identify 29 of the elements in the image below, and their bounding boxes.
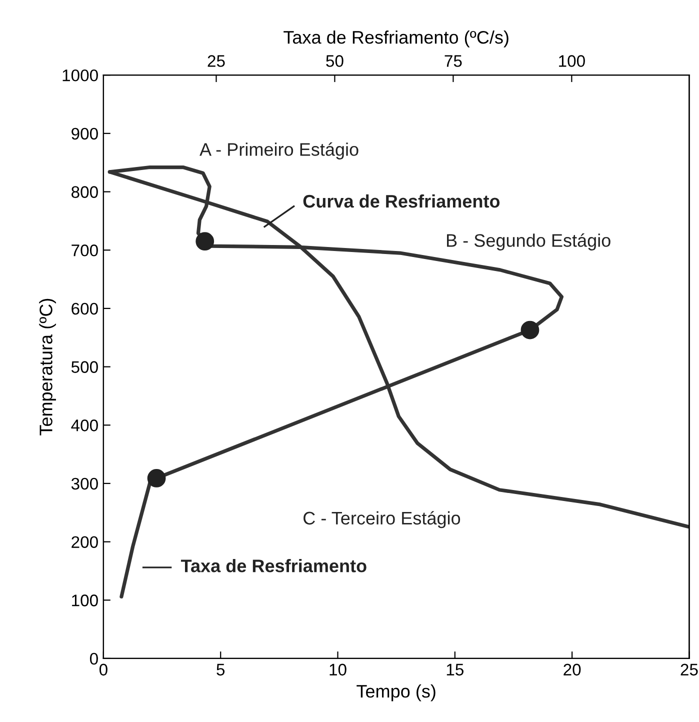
y-tick-label: 800 (72, 186, 98, 198)
y-tick-label: 300 (71, 478, 98, 490)
x2-tick-label: 25 (208, 55, 225, 67)
annotation: B - Segundo Estágio (447, 233, 610, 250)
x-tick-label: 10 (330, 664, 346, 676)
x-tick-label: 0 (99, 664, 108, 676)
x2-tick-label: 50 (326, 55, 344, 67)
y-tick-label: 200 (72, 536, 98, 548)
annotation: Curva de Resfriamento (303, 194, 500, 208)
x-tick-label: 5 (216, 664, 225, 676)
x-axis-title: Tempo (s) (356, 684, 436, 702)
y-tick-label: 900 (72, 128, 98, 140)
y-axis-title: Temperatura (ºC) (39, 298, 56, 436)
y-tick-label: 1000 (62, 69, 98, 82)
x-tick-label: 15 (446, 664, 464, 676)
x2-tick-label: 100 (559, 55, 585, 67)
y-tick-label: 700 (72, 244, 98, 256)
y-tick-label: 400 (71, 420, 98, 432)
x-tick-label: 20 (564, 664, 581, 676)
y-tick-label: 600 (72, 302, 98, 315)
y-tick-label: 500 (71, 361, 98, 373)
annotation: A - Primeiro Estágio (200, 142, 358, 160)
y-tick-label: 100 (72, 594, 98, 606)
x-tick-label: 25 (680, 664, 698, 676)
y-tick-label: 0 (90, 652, 98, 665)
x2-tick-label: 75 (444, 55, 462, 67)
annotation: Taxa de Resfriamento (180, 559, 366, 572)
x2-axis-title: Taxa de Resfriamento (ºC/s) (284, 30, 508, 48)
annotation: C - Terceiro Estágio (304, 511, 460, 528)
